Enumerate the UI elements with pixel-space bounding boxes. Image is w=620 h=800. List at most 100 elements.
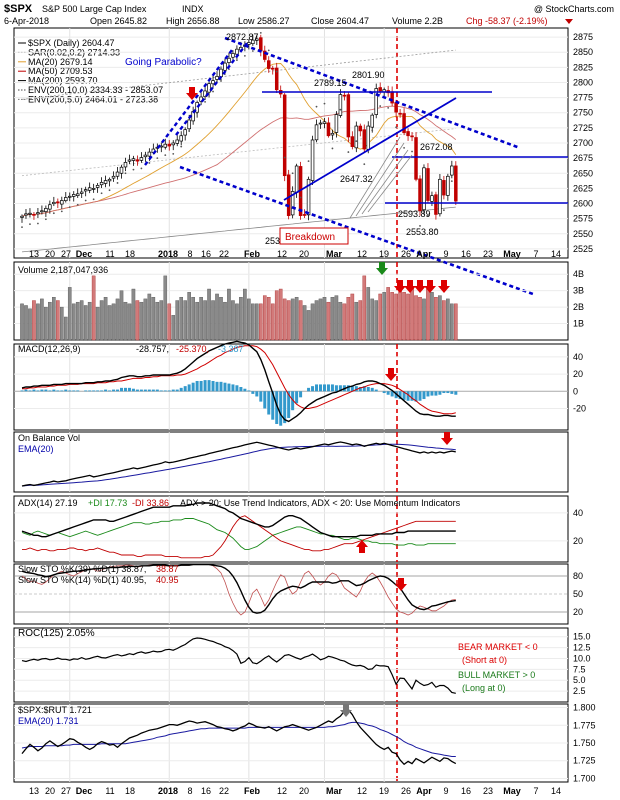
macd-hist-bar <box>231 384 235 392</box>
bottom-x-tick-label: 20 <box>45 786 55 796</box>
volume-green-arrow-icon <box>376 262 388 275</box>
sar-dot <box>259 31 262 34</box>
sar-dot <box>68 206 71 209</box>
macd-hist-bar <box>279 391 283 426</box>
volume-bar <box>211 300 215 341</box>
macd-hist-bar <box>402 391 406 400</box>
macd-hist-bar <box>326 384 330 392</box>
obv-red-arrow-icon <box>441 432 453 445</box>
candle-body <box>79 191 84 194</box>
sto-k14-line <box>21 564 456 616</box>
sar-dot <box>124 172 127 175</box>
chart-symbol-name: S&P 500 Large Cap Index <box>42 4 147 14</box>
volume-bar <box>143 298 148 341</box>
candle-body <box>310 139 315 181</box>
candle-body <box>402 113 406 134</box>
volume-bar <box>330 297 335 341</box>
chg-down-icon <box>565 19 573 24</box>
candle-body <box>251 39 255 45</box>
candle-body <box>450 165 454 176</box>
sar-dot <box>442 209 445 212</box>
candle-body <box>434 194 438 215</box>
volume-bar <box>382 292 386 341</box>
macd-hist-bar <box>454 391 458 395</box>
candle-body <box>115 171 120 177</box>
macd-hist-bar <box>131 388 135 392</box>
volume-bar <box>223 301 227 341</box>
volume-bar <box>107 305 112 341</box>
price-panel: 2525 2550 2575 2600 2625 2650 2675 2700 2725 2750… <box>14 31 593 296</box>
volume-bar <box>251 303 255 341</box>
volume-bar <box>52 297 56 341</box>
macd-hist-bar <box>366 387 370 392</box>
volume-bar <box>127 303 132 341</box>
volume-bar <box>103 297 108 341</box>
macd-hist-bar <box>338 385 342 392</box>
price-x-tick-label: 18 <box>125 249 135 259</box>
macd-hist-bar <box>195 380 199 392</box>
volume-bar <box>175 300 180 341</box>
sar-dot <box>180 145 183 148</box>
candle-body <box>422 167 426 211</box>
price-x-tick-label: 2018 <box>158 249 178 259</box>
volume-bar <box>71 303 76 341</box>
watermark: @ StockCharts.com <box>534 4 614 14</box>
macd-hist-bar <box>215 381 219 392</box>
volume-bar <box>131 288 136 341</box>
volume-bar <box>56 300 60 341</box>
sar-dot <box>355 140 358 143</box>
macd-hist-bar <box>64 389 68 392</box>
sar-dot <box>403 146 405 149</box>
candle-body <box>123 162 128 168</box>
volume-bar <box>199 297 203 341</box>
volume-bar <box>322 297 327 341</box>
macd-hist-bar <box>267 391 271 415</box>
parabolic-trendline-lower <box>144 49 233 166</box>
volume-bar <box>191 297 195 341</box>
price-tick-label: 2575 <box>573 214 593 224</box>
candle-body <box>179 135 183 142</box>
macd-hist-bar <box>120 387 123 392</box>
sar-dot <box>132 168 135 171</box>
bottom-x-tick-label: 22 <box>219 786 229 796</box>
candle-body <box>32 213 36 216</box>
candle-body <box>259 37 263 52</box>
price-tick-label: 2625 <box>573 183 593 193</box>
price-x-tick-label: 16 <box>201 249 211 259</box>
macd-line <box>21 340 456 423</box>
volume-bar <box>454 303 458 341</box>
macd-hist-bar <box>307 387 311 392</box>
candle-body <box>410 135 414 138</box>
adx-tick-label: 40 <box>573 508 583 518</box>
roc-tick-label: 15.0 <box>573 632 591 642</box>
price-x-tick-label: Dec <box>76 249 93 259</box>
volume-bar <box>231 300 235 341</box>
volume-bar <box>374 300 379 341</box>
price-tick-label: 2650 <box>573 168 593 178</box>
rising-trendline <box>283 97 457 201</box>
volume-bar <box>326 301 331 341</box>
volume-bar <box>262 295 267 341</box>
macd-tick-label: 40 <box>573 352 583 362</box>
volume-bar <box>282 298 287 341</box>
macd-red-arrow-icon <box>385 368 397 381</box>
volume-bar <box>334 295 339 341</box>
volume-bar <box>187 292 191 341</box>
candle-body <box>119 166 124 174</box>
macd-hist-bar <box>223 382 227 392</box>
volume-bar <box>434 297 438 341</box>
macd-signal-line <box>22 345 456 415</box>
macd-panel: -20 0 20 40 <box>14 340 586 426</box>
candle-body <box>20 215 24 218</box>
macd-hist-bar <box>446 391 450 394</box>
candle-body <box>227 57 231 63</box>
macd-tick-label: -20 <box>573 404 586 414</box>
legend-entry: $SPX (Daily) 2604.47 <box>28 38 115 48</box>
volume-bar <box>207 288 211 341</box>
price-tick-label: 2825 <box>573 62 593 72</box>
roc-tick-label: 10.0 <box>573 653 591 663</box>
volume-bar <box>342 303 347 341</box>
ratio-tick-label: 1.750 <box>573 738 596 748</box>
candle-body <box>374 88 378 115</box>
obv-line <box>21 441 456 487</box>
